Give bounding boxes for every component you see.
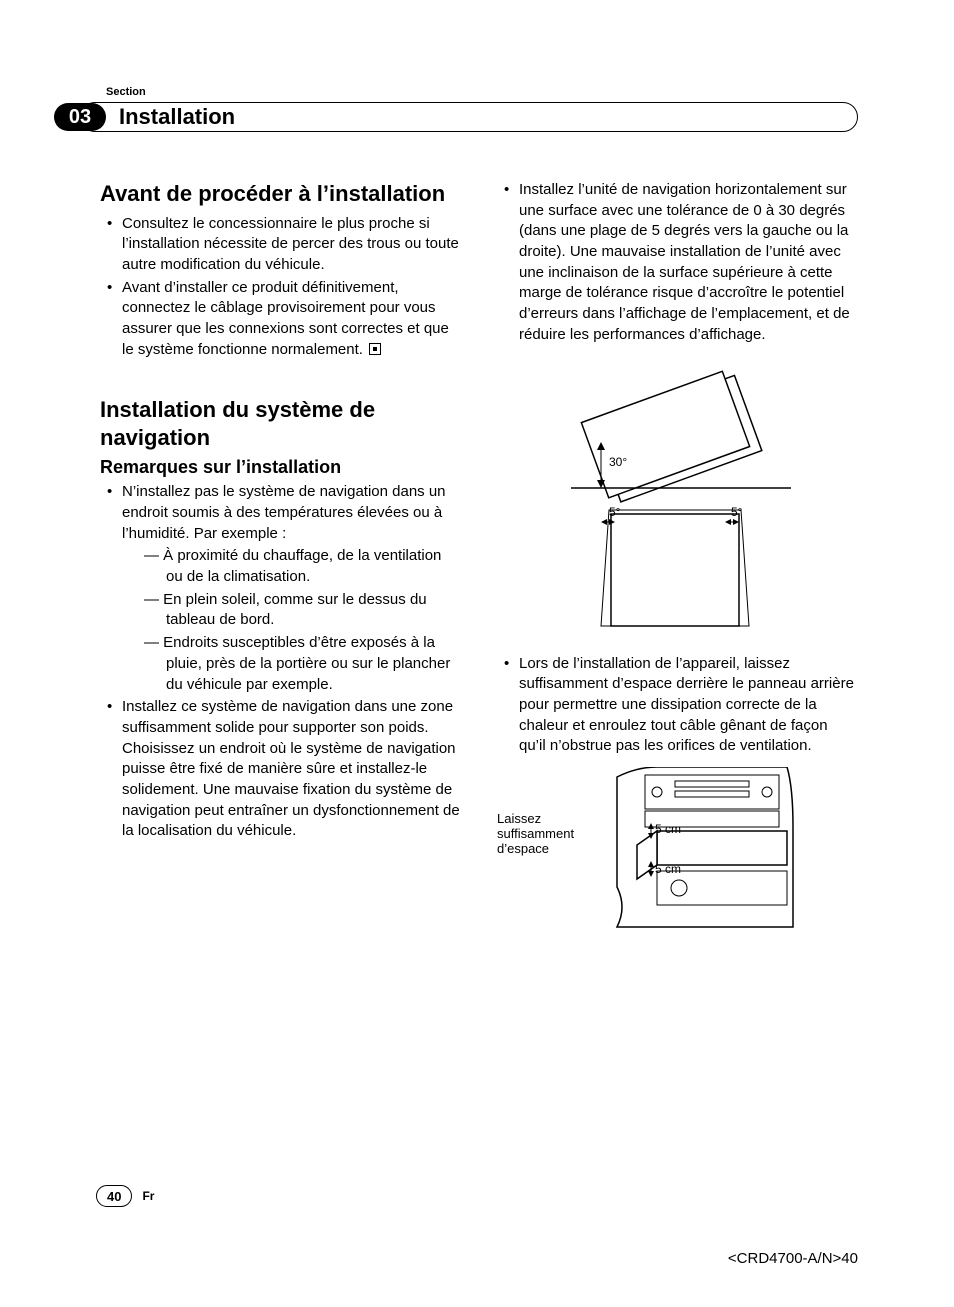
list-item: Installez l’unité de navigation horizont… — [519, 180, 858, 346]
list-item: Installez ce système de navigation dans … — [122, 697, 461, 842]
dash-item: — À proximité du chauffage, de la ventil… — [144, 546, 461, 587]
header-capsule: Installation — [80, 102, 858, 132]
document-code: <CRD4700-A/N>40 — [728, 1250, 858, 1267]
left-column: Avant de procéder à l’installation Consu… — [100, 180, 461, 955]
dash-list: — À proximité du chauffage, de la ventil… — [122, 546, 461, 695]
section-label: Section — [106, 86, 858, 98]
bullets-right-2: Lors de l’installation de l’appareil, la… — [497, 654, 858, 757]
end-of-section-icon — [369, 343, 381, 355]
list-item: Consultez le concessionnaire le plus pro… — [122, 214, 461, 276]
list-item-text: N’installez pas le système de navigation… — [122, 483, 446, 541]
list-item-text: Avant d’installer ce produit définitivem… — [122, 279, 449, 358]
section-number-badge: 03 — [54, 103, 106, 131]
footer: 40 Fr — [96, 1185, 154, 1207]
bullets-remarques: N’installez pas le système de navigation… — [100, 482, 461, 842]
bullets-right-1: Installez l’unité de navigation horizont… — [497, 180, 858, 346]
figure-clearance: Laissez suffisamment d’espace — [497, 767, 858, 937]
content-columns: Avant de procéder à l’installation Consu… — [100, 180, 858, 955]
bullets-avant: Consultez le concessionnaire le plus pro… — [100, 214, 461, 361]
heading-remarques: Remarques sur l’installation — [100, 457, 461, 478]
tilt-diagram-svg: 30° 5° 5° — [531, 356, 801, 636]
label-30deg: 30° — [609, 455, 627, 469]
heading-avant: Avant de procéder à l’installation — [100, 180, 461, 208]
label-5deg-right: 5° — [731, 505, 743, 519]
right-column: Installez l’unité de navigation horizont… — [497, 180, 858, 955]
figure-caption: Laissez suffisamment d’espace — [497, 811, 617, 856]
heading-installation-systeme: Installation du système de navigation — [100, 396, 461, 451]
label-5cm-bottom: 5 cm — [655, 862, 681, 876]
header-row: 03 Installation — [54, 102, 858, 132]
header-title: Installation — [119, 104, 235, 130]
page-number-badge: 40 — [96, 1185, 132, 1207]
label-5cm-top: 5 cm — [655, 822, 681, 836]
list-item: Lors de l’installation de l’appareil, la… — [519, 654, 858, 757]
list-item: Avant d’installer ce produit définitivem… — [122, 278, 461, 361]
figure-tilt-angles: 30° 5° 5° — [531, 356, 858, 636]
dash-item: — Endroits susceptibles d’être exposés à… — [144, 633, 461, 695]
page: Section 03 Installation Avant de procéde… — [0, 0, 954, 995]
dash-item: — En plein soleil, comme sur le dessus d… — [144, 590, 461, 631]
list-item: N’installez pas le système de navigation… — [122, 482, 461, 695]
language-code: Fr — [142, 1189, 154, 1203]
label-5deg-left: 5° — [609, 505, 621, 519]
